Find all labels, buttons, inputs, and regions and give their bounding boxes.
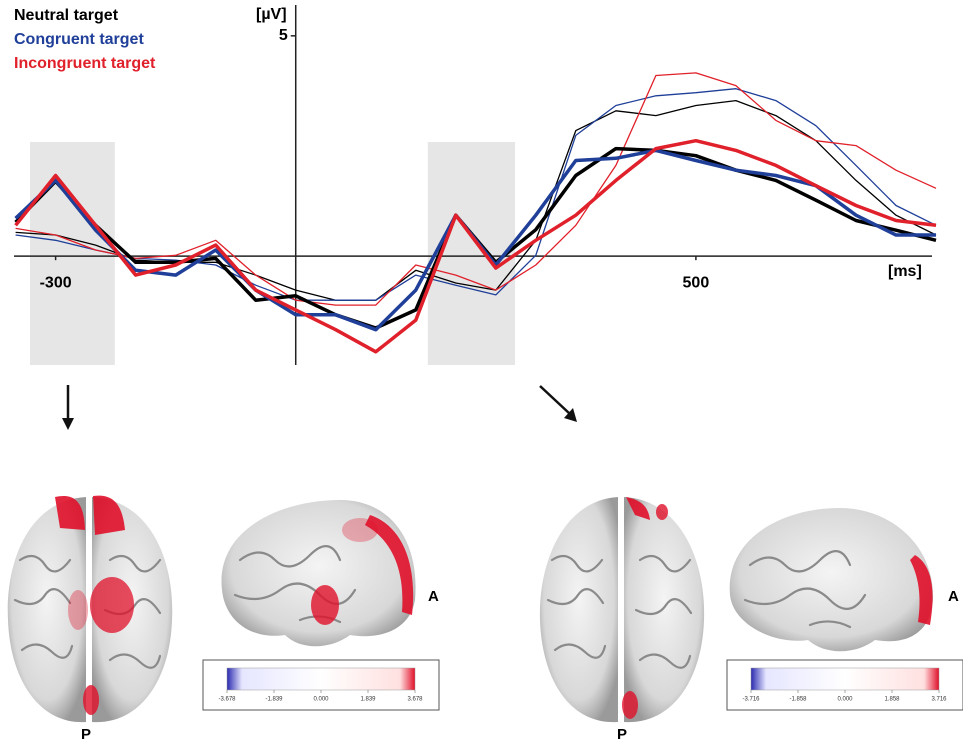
legend-entry: Neutral target: [14, 7, 119, 24]
erp-line: [15, 72, 937, 306]
colorbar-tick-label: 3.716: [931, 697, 947, 703]
y-tick-label: 5: [279, 27, 288, 44]
arrow-head: [62, 418, 74, 430]
colorbar-tick-label: -1.858: [789, 697, 807, 703]
colorbar-tick-label: 1.839: [360, 697, 376, 703]
erp-line: [14, 138, 937, 354]
highlight-window: [30, 142, 115, 365]
erp-line: [15, 88, 937, 301]
colorbar-tick-label: 3.678: [407, 697, 423, 703]
erp-chart: [µV] [ms] 5 -300 500 Neutral target Congruen…: [14, 5, 937, 365]
anterior-label: A: [948, 588, 959, 605]
colorbar: [226, 667, 416, 691]
legend-entry: Congruent target: [14, 31, 144, 48]
x-tick-label: -300: [40, 274, 72, 291]
x-tick-label: 500: [683, 274, 710, 291]
colorbar-tick-label: 0.000: [837, 697, 853, 703]
posterior-label: P: [81, 726, 91, 743]
colorbar-tick-label: -3.716: [742, 697, 760, 703]
colorbar-tick-label: 1.858: [884, 697, 900, 703]
colorbar: [750, 667, 940, 691]
arrow-head: [564, 408, 577, 422]
brain-side-view: [729, 508, 934, 652]
colorbar-tick-label: -3.678: [218, 697, 236, 703]
brain-top-view: [539, 497, 705, 723]
arrows: [62, 385, 577, 430]
x-axis-label: [ms]: [888, 263, 922, 280]
colorbar-tick-label: -1.839: [265, 697, 283, 703]
anterior-label: A: [428, 588, 439, 605]
arrow: [539, 385, 571, 415]
brain-top-view: [7, 495, 173, 723]
legend-entry: Incongruent target: [14, 55, 156, 72]
posterior-label: P: [617, 726, 627, 743]
y-axis-label: [µV]: [256, 6, 287, 23]
colorbar-tick-label: 0.000: [313, 697, 329, 703]
brain-side-view: [221, 500, 416, 647]
